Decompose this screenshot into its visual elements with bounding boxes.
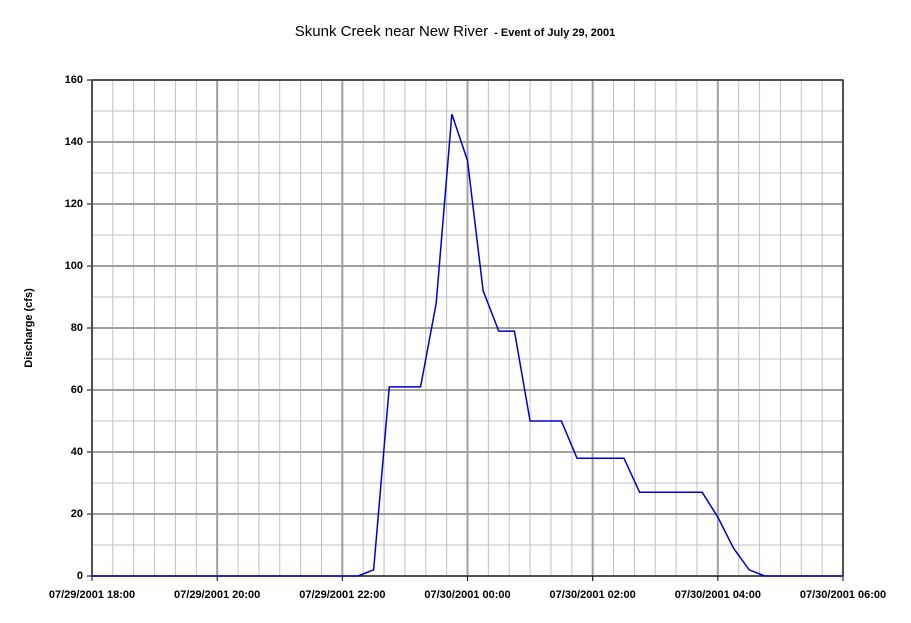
x-tick-label: 07/29/2001 18:00 [49,589,135,601]
data-line [92,113,843,577]
chart-title: Skunk Creek near New River [295,23,488,40]
y-tick-label: 60 [71,384,83,396]
x-tick-label: 07/30/2001 02:00 [550,589,636,601]
y-tick-label: 20 [71,508,83,520]
x-tick-label: 07/29/2001 22:00 [299,589,385,601]
chart-subtitle: - Event of July 29, 2001 [494,27,615,39]
y-tick-label: 40 [71,446,83,458]
y-tick-label: 0 [77,570,83,582]
x-tick-label: 07/30/2001 06:00 [800,589,886,601]
y-axis-label: Discharge (cfs) [23,288,35,368]
plot-border [91,79,844,577]
x-tick-label: 07/29/2001 20:00 [174,589,260,601]
y-tick-label: 80 [71,322,83,334]
y-tick-label: 100 [65,260,83,272]
x-tick-label: 07/30/2001 04:00 [675,589,761,601]
y-tick-label: 140 [65,136,83,148]
y-tick-label: 160 [65,74,83,86]
y-tick-label: 120 [65,198,83,210]
x-tick-label: 07/30/2001 00:00 [424,589,510,601]
